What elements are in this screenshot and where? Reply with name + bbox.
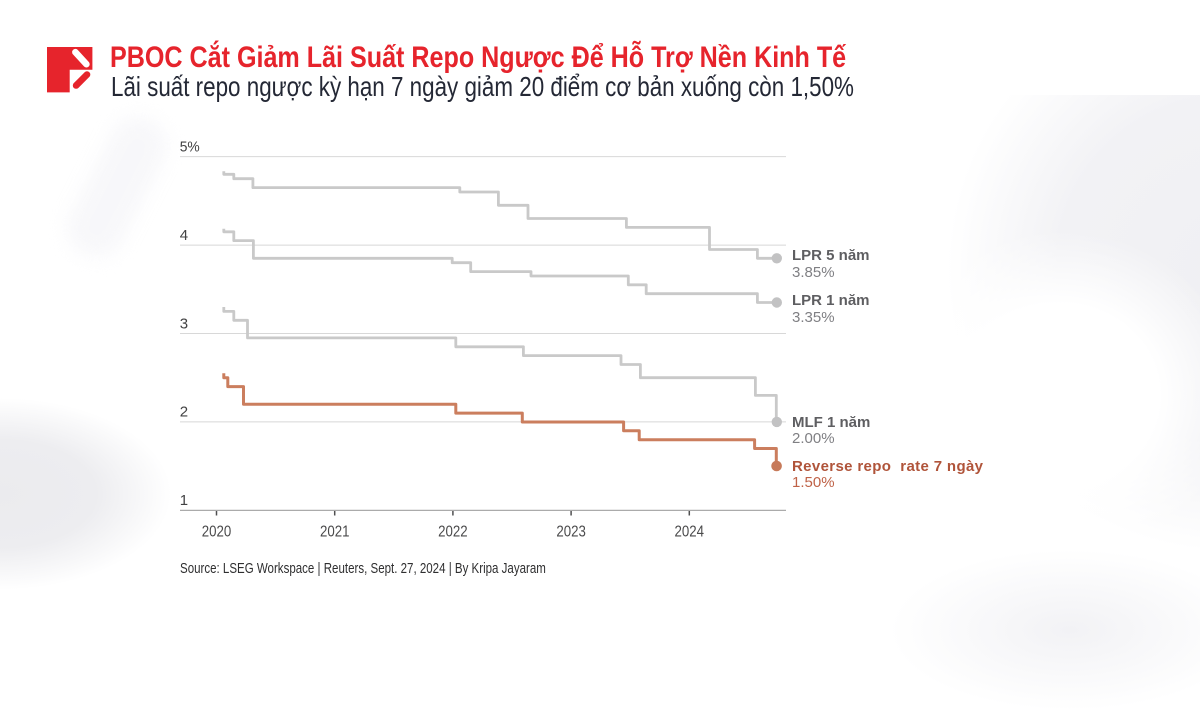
svg-text:2: 2 xyxy=(180,404,188,421)
svg-text:5%: 5% xyxy=(180,138,200,155)
svg-text:3: 3 xyxy=(180,315,188,332)
svg-text:1: 1 xyxy=(180,492,188,509)
svg-text:2021: 2021 xyxy=(320,524,350,541)
svg-text:2024: 2024 xyxy=(675,524,705,541)
svg-text:2022: 2022 xyxy=(438,524,468,541)
svg-text:4: 4 xyxy=(180,227,188,244)
svg-text:2020: 2020 xyxy=(202,524,232,541)
svg-text:2023: 2023 xyxy=(556,524,586,541)
